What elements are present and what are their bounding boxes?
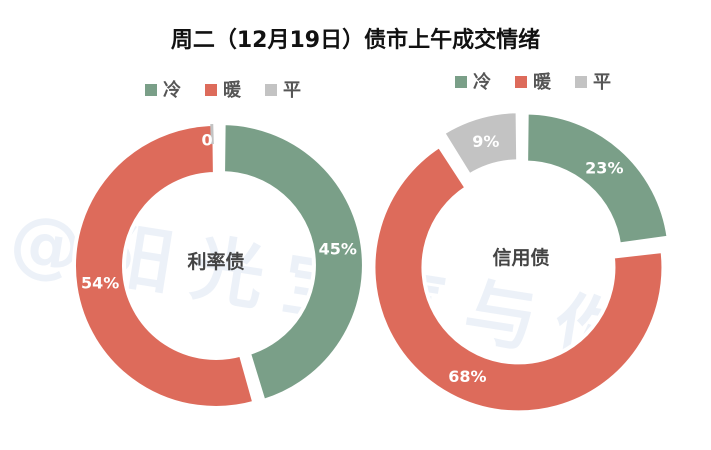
donut1-slice-2 — [210, 124, 214, 145]
donut2-label-2: 9% — [472, 132, 499, 151]
donut1-legend-label-2: 平 — [283, 80, 301, 101]
chart-title: 周二（12月19日）债市上午成交情绪 — [170, 28, 541, 53]
donut1-legend-label-0: 冷 — [163, 79, 181, 101]
donut2-slice-2 — [440, 109, 521, 179]
donut1-label-2: 0 — [202, 130, 213, 149]
donut2-legend-swatch-2 — [575, 76, 587, 88]
donut2-label-0: 23% — [585, 158, 623, 177]
donut2-legend-label-0: 冷 — [473, 71, 491, 93]
donut2-slice-1 — [371, 143, 666, 415]
donut1-legend-swatch-1 — [205, 84, 217, 96]
donut1-slice-1 — [72, 121, 257, 410]
donut2-center-label: 信用债 — [492, 246, 549, 269]
donut2-legend-swatch-1 — [515, 76, 527, 88]
donut2-legend-swatch-0 — [455, 76, 467, 88]
donut2-legend-label-1: 暖 — [533, 71, 552, 93]
donut1-legend-swatch-2 — [265, 84, 277, 96]
donut1-legend-swatch-0 — [145, 84, 157, 96]
donut2-slice-0 — [524, 110, 671, 247]
donut2-label-1: 68% — [448, 367, 486, 386]
donut1-legend-label-1: 暖 — [223, 79, 242, 101]
donut2-legend-label-2: 平 — [593, 72, 611, 93]
donut1-label-0: 45% — [319, 239, 357, 258]
donut1-slice-0 — [221, 121, 366, 404]
donut1-label-1: 54% — [81, 274, 119, 293]
donut1-center-label: 利率债 — [187, 250, 244, 273]
